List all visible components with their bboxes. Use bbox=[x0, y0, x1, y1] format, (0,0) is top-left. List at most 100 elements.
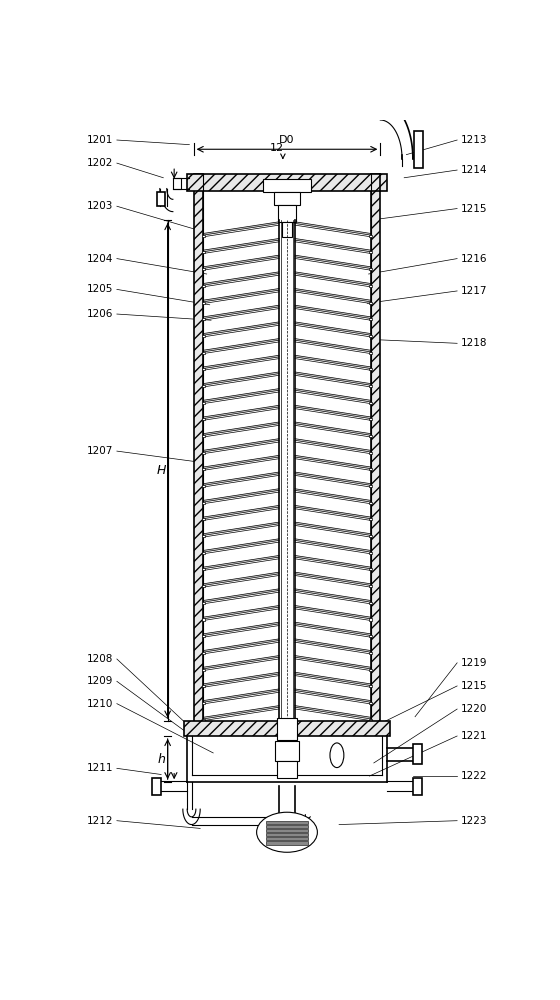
Bar bbox=[157, 192, 166, 206]
Text: 1217: 1217 bbox=[460, 286, 487, 296]
Text: 1222: 1222 bbox=[460, 771, 487, 781]
Bar bbox=[202, 268, 205, 270]
Polygon shape bbox=[295, 539, 371, 552]
Polygon shape bbox=[203, 656, 279, 669]
Bar bbox=[277, 718, 297, 740]
Bar bbox=[267, 821, 307, 824]
Polygon shape bbox=[295, 455, 371, 469]
Text: 1213: 1213 bbox=[460, 135, 487, 145]
Bar bbox=[184, 721, 390, 736]
Bar bbox=[369, 368, 372, 370]
Bar bbox=[369, 502, 372, 504]
Polygon shape bbox=[295, 522, 371, 535]
Polygon shape bbox=[203, 539, 279, 552]
Polygon shape bbox=[295, 305, 371, 319]
Polygon shape bbox=[203, 505, 279, 519]
Polygon shape bbox=[295, 405, 371, 419]
Bar bbox=[274, 192, 300, 205]
Polygon shape bbox=[295, 255, 371, 268]
Polygon shape bbox=[203, 639, 279, 652]
Text: 1201: 1201 bbox=[87, 135, 113, 145]
Ellipse shape bbox=[256, 812, 318, 852]
Bar bbox=[202, 568, 205, 570]
Text: 1210: 1210 bbox=[87, 699, 113, 709]
Bar bbox=[369, 635, 372, 637]
Bar bbox=[202, 702, 205, 704]
Polygon shape bbox=[203, 372, 279, 385]
Bar bbox=[369, 318, 372, 320]
Polygon shape bbox=[203, 422, 279, 435]
Polygon shape bbox=[295, 605, 371, 619]
Bar bbox=[369, 352, 372, 354]
Bar bbox=[202, 335, 205, 337]
Bar bbox=[202, 685, 205, 687]
Text: 1204: 1204 bbox=[87, 254, 113, 264]
Polygon shape bbox=[295, 289, 371, 302]
Bar bbox=[202, 669, 205, 671]
Text: 1221: 1221 bbox=[460, 731, 487, 741]
Polygon shape bbox=[295, 622, 371, 636]
Bar bbox=[202, 385, 205, 387]
Bar bbox=[202, 502, 205, 504]
Bar bbox=[202, 285, 205, 287]
Polygon shape bbox=[295, 422, 371, 435]
Polygon shape bbox=[295, 439, 371, 452]
Text: 1219: 1219 bbox=[460, 658, 487, 668]
Bar bbox=[202, 452, 205, 454]
Polygon shape bbox=[203, 589, 279, 602]
Bar bbox=[369, 285, 372, 287]
Polygon shape bbox=[203, 238, 279, 252]
Polygon shape bbox=[203, 672, 279, 686]
Text: 1215: 1215 bbox=[460, 204, 487, 214]
Polygon shape bbox=[203, 405, 279, 419]
Polygon shape bbox=[203, 689, 279, 702]
Polygon shape bbox=[203, 389, 279, 402]
Text: D0: D0 bbox=[279, 135, 295, 145]
Bar bbox=[369, 518, 372, 520]
Polygon shape bbox=[295, 672, 371, 686]
Bar bbox=[369, 652, 372, 654]
Bar bbox=[202, 635, 205, 637]
Polygon shape bbox=[203, 622, 279, 636]
Bar bbox=[202, 518, 205, 520]
Text: 1212: 1212 bbox=[87, 816, 113, 826]
Text: 1220: 1220 bbox=[460, 704, 487, 714]
Polygon shape bbox=[295, 272, 371, 285]
Text: 1206: 1206 bbox=[87, 309, 113, 319]
Bar bbox=[263, 179, 311, 192]
Polygon shape bbox=[295, 639, 371, 652]
Bar bbox=[278, 205, 296, 222]
Circle shape bbox=[330, 743, 344, 768]
Bar bbox=[173, 178, 181, 189]
Bar bbox=[369, 235, 372, 237]
Text: 1214: 1214 bbox=[460, 165, 487, 175]
Polygon shape bbox=[203, 555, 279, 569]
Bar bbox=[202, 652, 205, 654]
Polygon shape bbox=[203, 472, 279, 485]
Bar bbox=[369, 418, 372, 420]
Bar bbox=[202, 318, 205, 320]
Polygon shape bbox=[295, 656, 371, 669]
Bar bbox=[413, 778, 422, 795]
Bar bbox=[277, 761, 297, 778]
Text: 12: 12 bbox=[270, 143, 285, 159]
Polygon shape bbox=[295, 505, 371, 519]
Polygon shape bbox=[295, 238, 371, 252]
Bar bbox=[414, 131, 423, 168]
Bar bbox=[202, 418, 205, 420]
Bar bbox=[202, 368, 205, 370]
Text: 1205: 1205 bbox=[87, 284, 113, 294]
Polygon shape bbox=[203, 455, 279, 469]
Bar bbox=[202, 402, 205, 404]
Bar bbox=[369, 552, 372, 554]
Polygon shape bbox=[203, 272, 279, 285]
Bar bbox=[369, 268, 372, 270]
Polygon shape bbox=[203, 322, 279, 335]
Bar bbox=[267, 833, 307, 836]
Polygon shape bbox=[295, 489, 371, 502]
Polygon shape bbox=[295, 706, 371, 719]
Text: 1209: 1209 bbox=[87, 676, 113, 686]
Bar bbox=[267, 829, 307, 832]
Bar bbox=[369, 468, 372, 470]
Bar bbox=[202, 235, 205, 237]
